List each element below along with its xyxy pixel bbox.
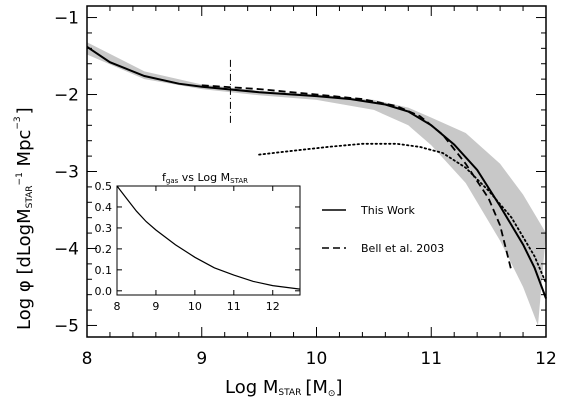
inset-background bbox=[117, 186, 300, 295]
y-tick-label: −1 bbox=[54, 9, 79, 29]
inset-ticks bbox=[116, 185, 300, 295]
series-line-dotted bbox=[258, 142, 547, 285]
inset-y-tick-labels: 0.0 0.1 0.2 0.3 0.4 0.5 bbox=[95, 180, 113, 298]
inset-series-group bbox=[116, 185, 301, 290]
x-tick-label: 12 bbox=[535, 349, 557, 369]
y-tick-labels: −1 −2 −3 −4 −5 bbox=[54, 9, 79, 337]
inset-x-tick-label: 9 bbox=[152, 300, 159, 313]
main-chart: 8 9 10 11 12 −1 −2 −3 −4 −5 Log MSTAR [M⊙] Log φ … bbox=[13, 5, 557, 399]
legend: This Work Bell et al. 2003 bbox=[322, 204, 444, 255]
inset-x-tick-label: 8 bbox=[114, 300, 121, 313]
legend-label-bell: Bell et al. 2003 bbox=[361, 242, 444, 255]
x-tick-label: 9 bbox=[196, 349, 207, 369]
inset-y-tick-label: 0.1 bbox=[95, 264, 113, 277]
inset-y-tick-label: 0.3 bbox=[95, 222, 113, 235]
y-axis-label: Log φ [dLogMSTAR−1 Mpc−3] bbox=[13, 107, 35, 330]
inset-y-tick-label: 0.5 bbox=[95, 180, 113, 193]
y-tick-label: −2 bbox=[54, 86, 79, 106]
x-tick-labels: 8 9 10 11 12 bbox=[82, 349, 557, 369]
main-series-group bbox=[86, 45, 547, 299]
y-tick-label: −4 bbox=[54, 239, 79, 259]
inset-y-tick-label: 0.0 bbox=[95, 285, 113, 298]
x-tick-label: 8 bbox=[82, 349, 93, 369]
series-line-bell-et-al-2003 bbox=[201, 84, 513, 272]
series-line-this-work bbox=[86, 45, 547, 299]
inset-series-line bbox=[116, 185, 301, 290]
inset-x-tick-label: 10 bbox=[188, 300, 202, 313]
inset-x-tick-labels: 8 9 10 11 12 bbox=[114, 300, 280, 313]
inset-frame bbox=[116, 185, 301, 296]
x-tick-label: 10 bbox=[306, 349, 328, 369]
inset-x-tick-label: 11 bbox=[227, 300, 241, 313]
inset-chart: 8 9 10 11 12 0.0 0.1 0.2 0.3 0.4 0.5 fgas vs Log … bbox=[95, 171, 301, 313]
legend-label-this-work: This Work bbox=[360, 204, 415, 217]
x-tick-label: 11 bbox=[420, 349, 442, 369]
y-tick-label: −5 bbox=[54, 316, 79, 336]
y-tick-label: −3 bbox=[54, 163, 79, 183]
inset-y-tick-label: 0.2 bbox=[95, 243, 113, 256]
inset-title: fgas vs Log MSTAR bbox=[162, 171, 248, 185]
main-ticks bbox=[86, 6, 547, 337]
x-axis-label: Log MSTAR [M⊙] bbox=[225, 377, 342, 399]
inset-x-tick-label: 12 bbox=[266, 300, 280, 313]
inset-y-tick-label: 0.4 bbox=[95, 201, 113, 214]
